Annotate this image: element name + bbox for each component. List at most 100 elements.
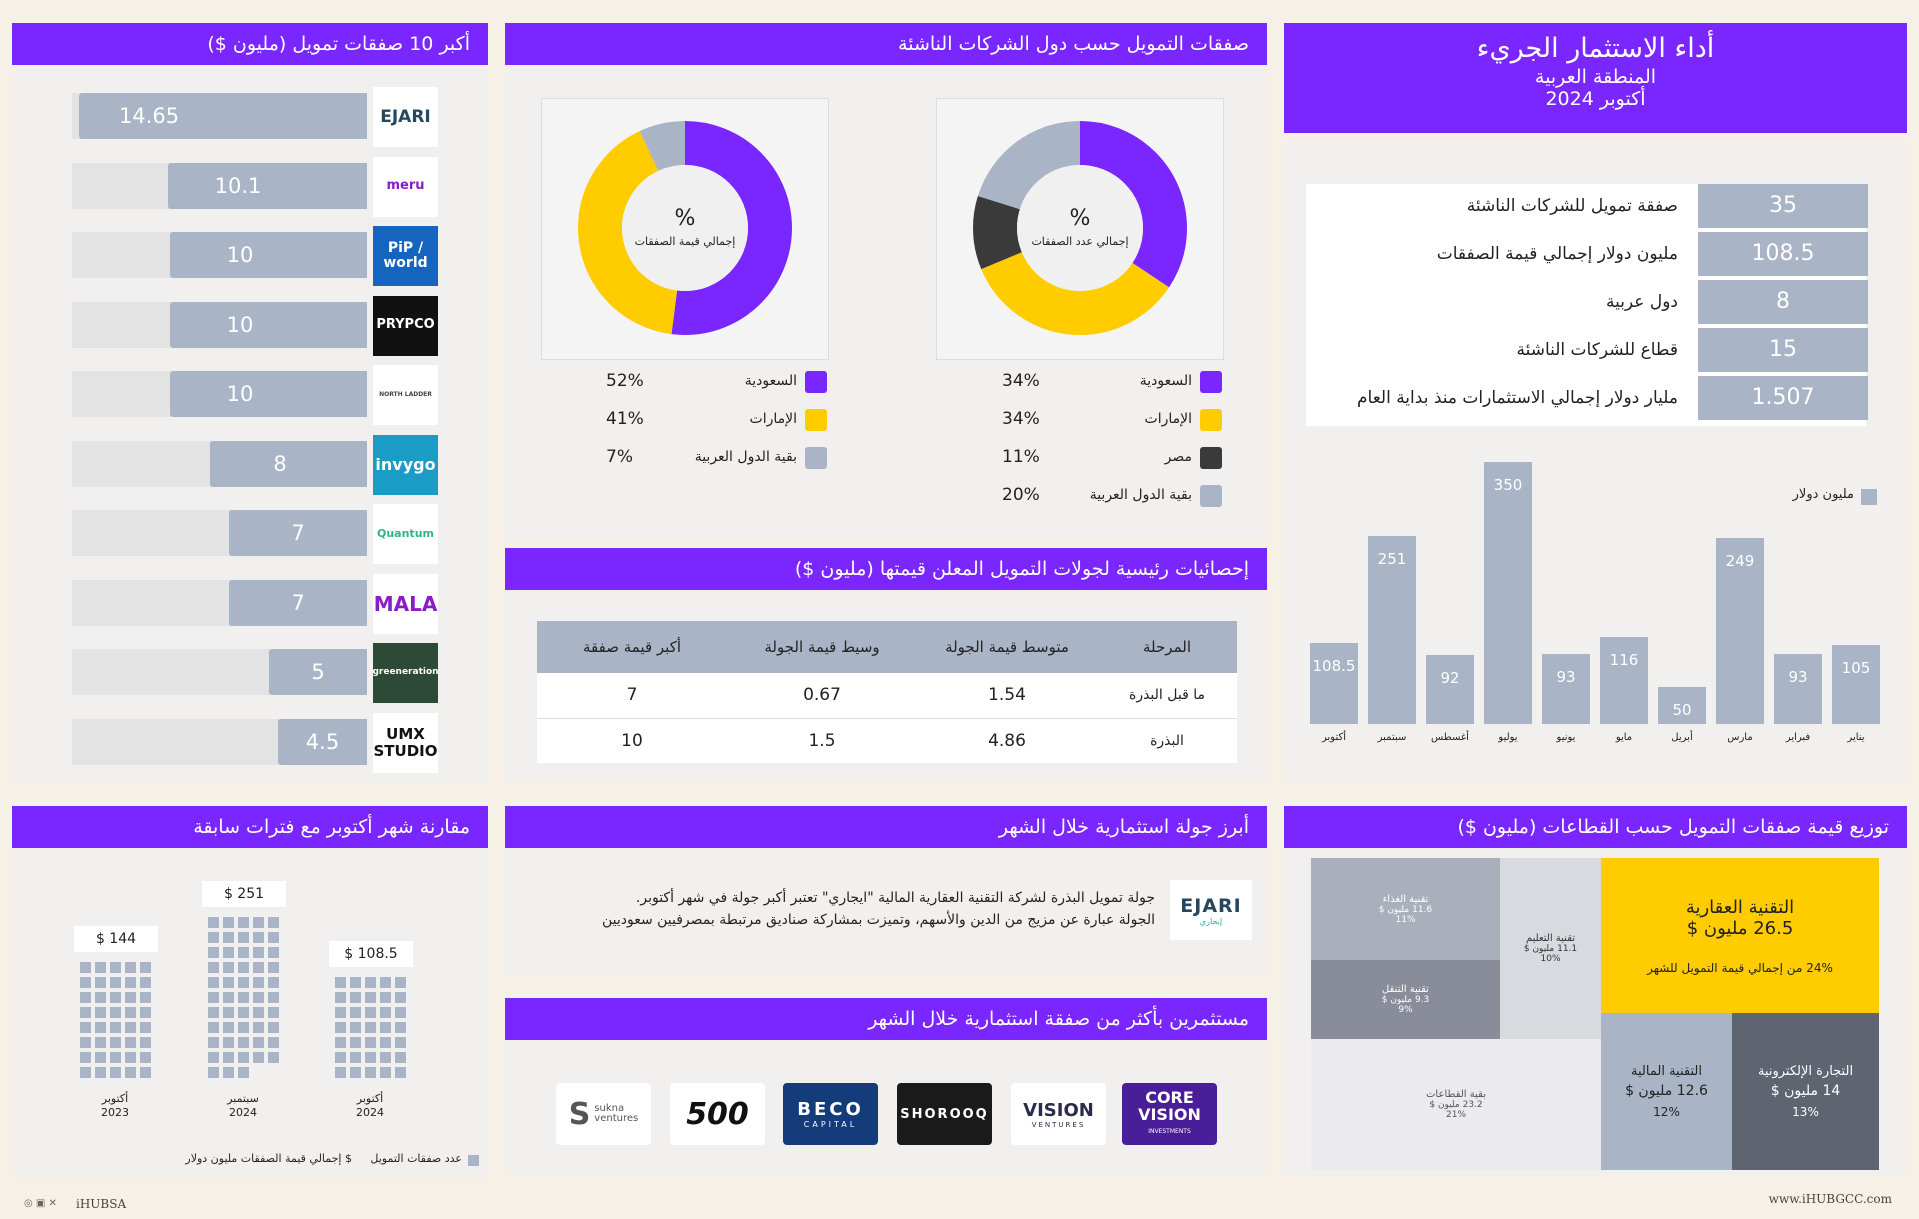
donut-value-center: % xyxy=(674,206,696,231)
monthly-bar-label: 251 xyxy=(1377,550,1407,568)
waffle-cell xyxy=(365,1052,376,1063)
highlight-title: أبرز جولة استثمارية خلال الشهر xyxy=(505,806,1267,848)
company-logo-mala: MALA xyxy=(373,573,438,634)
sector-name: التقنية العقارية xyxy=(1685,896,1795,918)
waffle-cell xyxy=(380,1067,391,1078)
waffle-cell xyxy=(110,1067,121,1078)
stat-row: دول عربية 8 xyxy=(1306,280,1868,324)
waffle-cell xyxy=(253,1052,264,1063)
stat-value: 15 xyxy=(1698,328,1868,372)
waffle-cell xyxy=(80,962,91,973)
stat-label: مليار دولار إجمالي الاستثمارات منذ بداية… xyxy=(1356,388,1678,408)
rounds-cell: ما قبل البذرة xyxy=(1128,687,1205,704)
waffle-cell xyxy=(253,1022,264,1033)
sector-share: 11% xyxy=(1395,914,1416,925)
waffle-cell xyxy=(365,992,376,1003)
highlight-logo-sub: إيجاري xyxy=(1199,916,1223,926)
investor-500-logo: 500 xyxy=(670,1083,765,1145)
waffle-cell xyxy=(335,1037,346,1048)
monthly-bar xyxy=(1310,643,1358,724)
waffle-cell xyxy=(365,1007,376,1018)
waffle-cell xyxy=(80,1037,91,1048)
waffle-cell xyxy=(208,992,219,1003)
stat-label: دول عربية xyxy=(1605,292,1678,312)
investor-sukna-logo: S sukna ventures xyxy=(556,1083,651,1145)
waffle-cell xyxy=(208,977,219,988)
waffle-cell xyxy=(95,1037,106,1048)
top10-bar xyxy=(170,301,367,348)
investor-core-vision-logo: CORE VISION INVESTMENTS xyxy=(1122,1083,1217,1145)
highlight-ejari-logo: EJARI إيجاري xyxy=(1170,880,1252,940)
top10-bar-label: 5 xyxy=(311,660,325,684)
waffle-cell xyxy=(238,1022,249,1033)
waffle-cell xyxy=(380,1007,391,1018)
waffle-cell xyxy=(80,1067,91,1078)
monthly-legend-swatch xyxy=(1861,489,1877,505)
sector-others: بقية القطاعات 23.2 مليون $ 21% xyxy=(1311,1039,1601,1170)
waffle-cell xyxy=(95,1052,106,1063)
compare-period-year: 2023 xyxy=(101,1106,129,1119)
waffle-cell xyxy=(395,1007,406,1018)
waffle-cell xyxy=(268,917,279,928)
donut-panel: صفقات التمويل حسب دول الشركات الناشئة % … xyxy=(505,23,1267,540)
donut-value-hole xyxy=(622,165,748,291)
legend-swatch xyxy=(1200,371,1222,393)
core-sub: INVESTMENTS xyxy=(1148,1127,1191,1135)
highlight-text-line1: جولة تمويل البذرة لشركة التقنية العقارية… xyxy=(635,890,1155,906)
company-logo-ejari: EJARI xyxy=(373,87,438,147)
waffle-cell xyxy=(380,1052,391,1063)
top10-bar-label: 4.5 xyxy=(305,729,340,754)
rounds-header-median: وسيط قيمة الجولة xyxy=(764,638,880,656)
monthly-bar xyxy=(1542,654,1590,724)
monthly-bar-label: 116 xyxy=(1609,651,1639,669)
highlight-panel: أبرز جولة استثمارية خلال الشهر EJARI إيج… xyxy=(505,806,1267,976)
top10-bar-label: 10 xyxy=(226,243,254,267)
waffle-cell xyxy=(395,1052,406,1063)
waffle-cell xyxy=(268,932,279,943)
monthly-bar-label: 105 xyxy=(1841,659,1871,677)
waffle-cell xyxy=(238,932,249,943)
waffle-cell xyxy=(95,992,106,1003)
core-vision-text: VISION xyxy=(1138,1104,1201,1124)
top10-bar xyxy=(170,371,367,417)
compare-legend-count-swatch xyxy=(468,1155,479,1166)
waffle-cell xyxy=(110,1052,121,1063)
waffle-cell xyxy=(125,962,136,973)
stat-row: قطاع للشركات الناشئة 15 xyxy=(1306,328,1868,372)
vision-sub: VENTURES xyxy=(1031,1120,1086,1129)
waffle-cell xyxy=(268,1022,279,1033)
waffle-cell xyxy=(335,992,346,1003)
top10-bar-label: 10.1 xyxy=(214,173,262,198)
waffle-cell xyxy=(335,977,346,988)
stat-value: 8 xyxy=(1698,280,1868,324)
stat-label: قطاع للشركات الناشئة xyxy=(1516,340,1678,360)
top10-chart: 14.65 EJARI 10.1 meru 10 PiP / world 10 PRYPCO 1… xyxy=(12,83,488,783)
waffle-cell xyxy=(125,1037,136,1048)
compare-panel: مقارنة شهر أكتوبر مع فترات سابقة $ 144 أك… xyxy=(12,806,488,1178)
top10-title: أكبر 10 صفقات تمويل (مليون $) xyxy=(12,23,488,65)
sector-name: التقنية المالية xyxy=(1631,1064,1702,1079)
waffle-cell xyxy=(110,1037,121,1048)
footer-social-icons: ◎ ▣ ✕ xyxy=(24,1198,57,1209)
legend-percent: 20% xyxy=(1002,485,1040,505)
waffle-cell xyxy=(238,1067,249,1078)
waffle-cell xyxy=(395,1037,406,1048)
waffle-cell xyxy=(223,962,234,973)
waffle-cell xyxy=(208,962,219,973)
waffle-cell xyxy=(253,1037,264,1048)
waffle-cell xyxy=(238,917,249,928)
waffle-cell xyxy=(140,1022,151,1033)
monthly-legend-label: مليون دولار xyxy=(1792,487,1854,502)
sector-name: تقنية التعليم xyxy=(1525,933,1576,944)
waffle-cell xyxy=(95,1007,106,1018)
donut-value-slice xyxy=(578,121,792,335)
waffle-cell xyxy=(395,977,406,988)
donut-value-caption: إجمالي قيمة الصفقات xyxy=(634,235,736,248)
page-title: أداء الاستثمار الجريء xyxy=(1476,33,1715,64)
waffle-cell xyxy=(238,1037,249,1048)
waffle-cell xyxy=(253,932,264,943)
monthly-tick-label: أغسطس xyxy=(1431,732,1469,743)
waffle-cell xyxy=(268,1052,279,1063)
sector-fintech: التقنية المالية 12.6 مليون $ 12% xyxy=(1601,1013,1732,1170)
investors-panel: مستثمرين بأكثر من صفقة استثمارية خلال ال… xyxy=(505,998,1267,1176)
